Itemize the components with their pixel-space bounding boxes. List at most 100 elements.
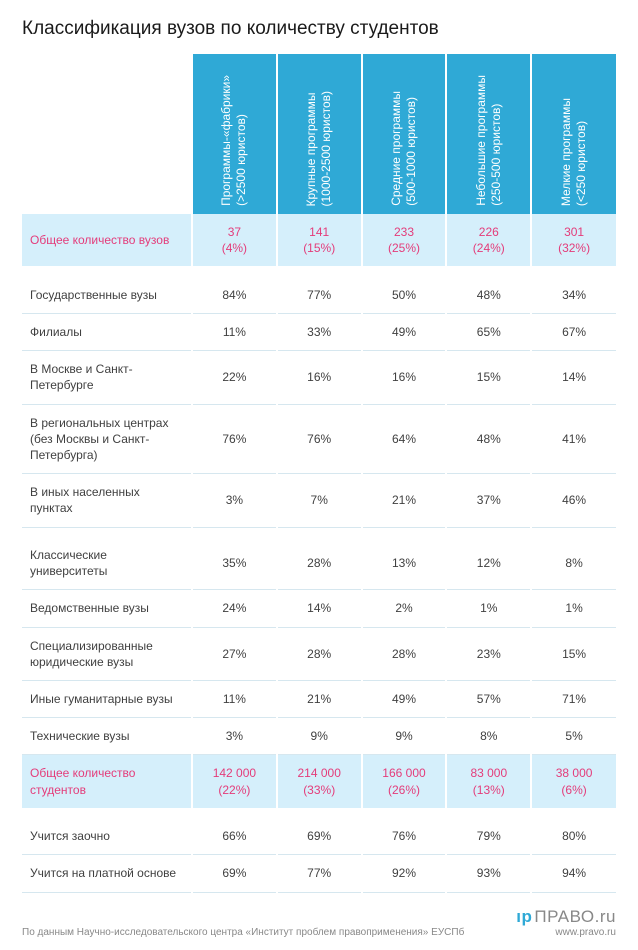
row-label: В иных населенных пунктах — [22, 474, 192, 527]
section-gap — [22, 808, 616, 818]
cell: 83 000(13%) — [446, 755, 531, 808]
cell: 35% — [192, 537, 277, 590]
row-label: Филиалы — [22, 314, 192, 351]
cell: 49% — [362, 314, 447, 351]
cell: 27% — [192, 627, 277, 680]
cell: 16% — [277, 351, 362, 404]
cell: 142 000(22%) — [192, 755, 277, 808]
cell: 76% — [192, 404, 277, 474]
classification-table: Программы-«фабрики»(>2500 юристов) Крупны… — [22, 54, 616, 893]
row-label: Государственные вузы — [22, 277, 192, 314]
table-row: Специализированные юридические вузы27%28… — [22, 627, 616, 680]
cell: 67% — [531, 314, 616, 351]
table-row: В региональных центрах (без Москвы и Сан… — [22, 404, 616, 474]
cell: 15% — [446, 351, 531, 404]
cell: 14% — [277, 590, 362, 627]
section-gap — [22, 267, 616, 277]
row-label: Классические университеты — [22, 537, 192, 590]
column-header: Мелкие программы(<250 юристов) — [531, 54, 616, 214]
cell: 28% — [362, 627, 447, 680]
logo-icon: ıp — [516, 907, 532, 926]
cell: 301(32%) — [531, 214, 616, 267]
cell: 41% — [531, 404, 616, 474]
table-row: В иных населенных пунктах3%7%21%37%46% — [22, 474, 616, 527]
column-header-label: Средние программы(500-1000 юристов) — [389, 91, 419, 206]
column-header-label: Программы-«фабрики»(>2500 юристов) — [219, 75, 249, 206]
cell: 233(25%) — [362, 214, 447, 267]
source-text: По данным Научно-исследовательского цент… — [22, 927, 464, 938]
cell: 15% — [531, 627, 616, 680]
cell: 50% — [362, 277, 447, 314]
cell: 5% — [531, 718, 616, 755]
column-header: Программы-«фабрики»(>2500 юристов) — [192, 54, 277, 214]
cell: 226(24%) — [446, 214, 531, 267]
table-row: Филиалы11%33%49%65%67% — [22, 314, 616, 351]
row-label: Технические вузы — [22, 718, 192, 755]
cell: 77% — [277, 855, 362, 892]
column-header-label: Небольшие программы(250-500 юристов) — [474, 75, 504, 206]
row-label: Учится на платной основе — [22, 855, 192, 892]
header-blank — [22, 54, 192, 214]
cell: 9% — [362, 718, 447, 755]
cell: 46% — [531, 474, 616, 527]
cell: 13% — [362, 537, 447, 590]
column-header: Крупные программы(1000-2500 юристов) — [277, 54, 362, 214]
column-header-label: Мелкие программы(<250 юристов) — [559, 98, 589, 206]
cell: 28% — [277, 627, 362, 680]
cell: 48% — [446, 404, 531, 474]
cell: 84% — [192, 277, 277, 314]
cell: 141(15%) — [277, 214, 362, 267]
cell: 1% — [446, 590, 531, 627]
cell: 76% — [362, 818, 447, 855]
cell: 8% — [531, 537, 616, 590]
logo-suffix: .ru — [595, 907, 616, 926]
table-row: Ведомственные вузы24%14%2%1%1% — [22, 590, 616, 627]
cell: 23% — [446, 627, 531, 680]
row-label: В Москве и Санкт-Петербурге — [22, 351, 192, 404]
cell: 69% — [277, 818, 362, 855]
cell: 11% — [192, 314, 277, 351]
cell: 33% — [277, 314, 362, 351]
cell: 71% — [531, 681, 616, 718]
cell: 76% — [277, 404, 362, 474]
table-row: Учится на платной основе69%77%92%93%94% — [22, 855, 616, 892]
row-label: В региональных центрах (без Москвы и Сан… — [22, 404, 192, 474]
cell: 49% — [362, 681, 447, 718]
cell: 92% — [362, 855, 447, 892]
column-header: Небольшие программы(250-500 юристов) — [446, 54, 531, 214]
table-row: Технические вузы3%9%9%8%5% — [22, 718, 616, 755]
row-label: Общее количество студентов — [22, 755, 192, 808]
row-label: Общее количество вузов — [22, 214, 192, 267]
cell: 57% — [446, 681, 531, 718]
cell: 7% — [277, 474, 362, 527]
cell: 80% — [531, 818, 616, 855]
cell: 37% — [446, 474, 531, 527]
cell: 64% — [362, 404, 447, 474]
table-body: Общее количество вузов37(4%)141(15%)233(… — [22, 214, 616, 892]
table-row: Иные гуманитарные вузы11%21%49%57%71% — [22, 681, 616, 718]
logo-block: ıpПРАВО.ru www.pravo.ru — [516, 907, 616, 938]
cell: 3% — [192, 718, 277, 755]
summary-row: Общее количество вузов37(4%)141(15%)233(… — [22, 214, 616, 267]
footer: По данным Научно-исследовательского цент… — [22, 907, 616, 938]
cell: 1% — [531, 590, 616, 627]
table-row: Классические университеты35%28%13%12%8% — [22, 537, 616, 590]
cell: 11% — [192, 681, 277, 718]
row-label: Иные гуманитарные вузы — [22, 681, 192, 718]
cell: 2% — [362, 590, 447, 627]
cell: 14% — [531, 351, 616, 404]
cell: 24% — [192, 590, 277, 627]
cell: 16% — [362, 351, 447, 404]
cell: 3% — [192, 474, 277, 527]
cell: 28% — [277, 537, 362, 590]
row-label: Учится заочно — [22, 818, 192, 855]
table-row: Учится заочно66%69%76%79%80% — [22, 818, 616, 855]
table-row: Государственные вузы84%77%50%48%34% — [22, 277, 616, 314]
cell: 9% — [277, 718, 362, 755]
cell: 34% — [531, 277, 616, 314]
summary-row: Общее количество студентов142 000(22%)21… — [22, 755, 616, 808]
cell: 21% — [362, 474, 447, 527]
logo-url: www.pravo.ru — [516, 927, 616, 938]
cell: 69% — [192, 855, 277, 892]
cell: 22% — [192, 351, 277, 404]
